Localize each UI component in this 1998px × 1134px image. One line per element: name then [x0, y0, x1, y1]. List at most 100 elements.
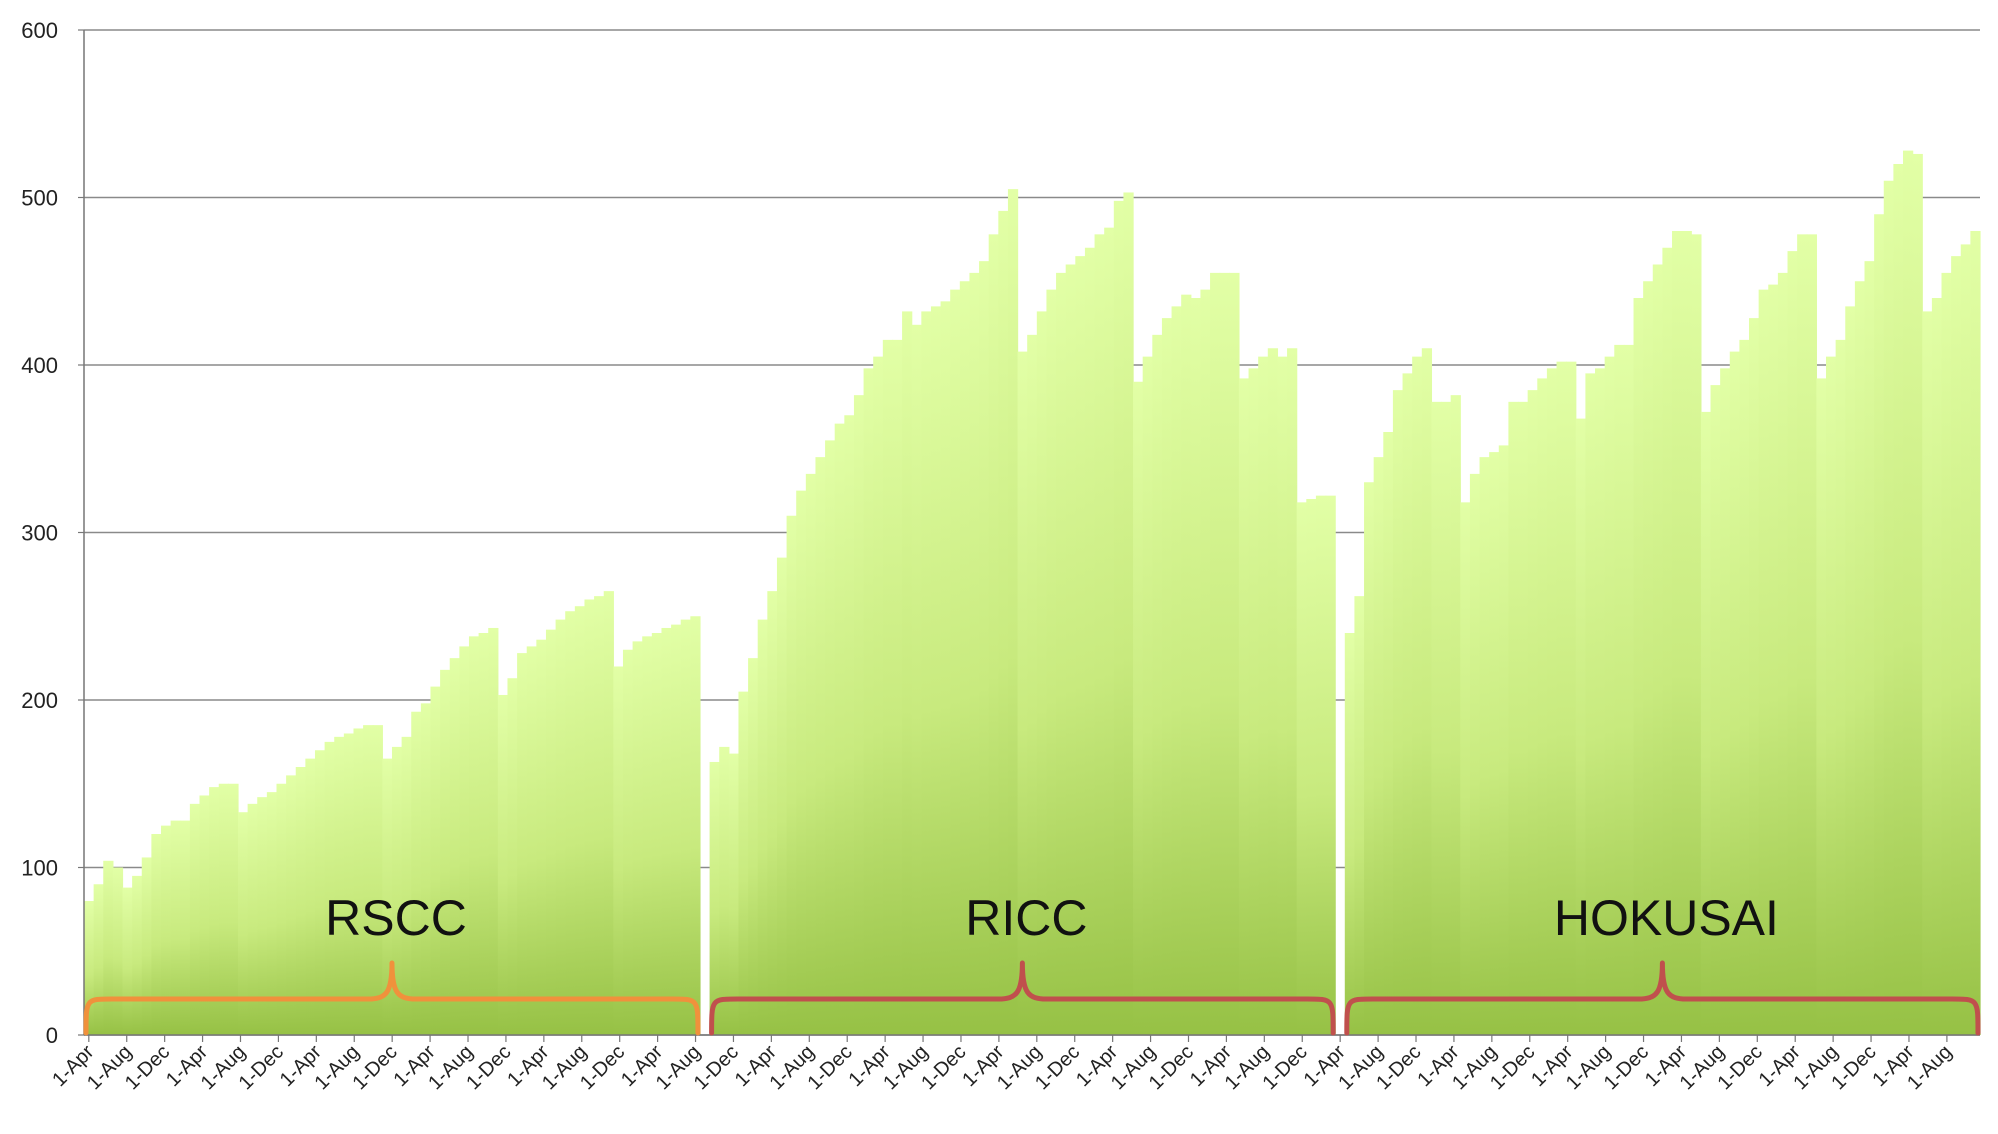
bar [1267, 348, 1279, 1035]
bar [526, 646, 537, 1035]
bar [1633, 298, 1644, 1035]
bar [1489, 452, 1500, 1036]
bar [1912, 153, 1923, 1035]
bar [603, 591, 614, 1035]
bar [1777, 272, 1789, 1035]
bar [180, 820, 191, 1035]
bar [507, 678, 518, 1035]
bar [1200, 289, 1211, 1035]
y-tick-label: 100 [21, 856, 58, 881]
bar [468, 636, 480, 1035]
bar [979, 261, 990, 1035]
bar [1210, 272, 1221, 1035]
bar [1287, 348, 1298, 1035]
bar [1883, 180, 1894, 1035]
x-tick-label: 1-Dec [1145, 1041, 1198, 1094]
bar [565, 611, 576, 1035]
bar [930, 306, 942, 1035]
x-tick-label: 1-Dec [1600, 1041, 1653, 1094]
bar [1826, 356, 1837, 1035]
bar [1951, 256, 1962, 1035]
bar [709, 761, 720, 1035]
bar [1652, 264, 1663, 1035]
bar [1903, 150, 1914, 1036]
bar [1797, 234, 1808, 1036]
bar [1325, 495, 1336, 1035]
bar [1922, 311, 1933, 1035]
bar [1441, 401, 1452, 1036]
bar [1970, 231, 1981, 1035]
bar [1344, 633, 1356, 1035]
bar [1729, 351, 1740, 1036]
bar [1546, 368, 1558, 1036]
bar [1854, 281, 1866, 1035]
bar [1354, 596, 1365, 1035]
bar [767, 591, 778, 1035]
bar [911, 324, 922, 1035]
bar [1614, 344, 1625, 1035]
bar [151, 834, 162, 1035]
bar [1806, 234, 1817, 1036]
bar [1864, 261, 1875, 1035]
bar [199, 795, 210, 1035]
bar [1460, 502, 1471, 1036]
group-brace [83, 960, 701, 1036]
bar [1171, 306, 1182, 1035]
bar [1508, 401, 1519, 1036]
bar [430, 686, 441, 1035]
bar [1104, 227, 1115, 1035]
bar [1190, 298, 1202, 1035]
bar [517, 653, 528, 1035]
bar [160, 825, 172, 1035]
bar [1874, 214, 1885, 1035]
bar [1315, 495, 1327, 1035]
y-tick-label: 300 [21, 521, 58, 546]
bar [112, 867, 124, 1035]
bar [863, 368, 874, 1036]
bar [940, 301, 951, 1036]
bar [93, 884, 104, 1035]
bar [574, 606, 586, 1035]
bar [1739, 339, 1750, 1035]
bar [1768, 284, 1779, 1036]
bar [1402, 373, 1413, 1035]
bar [594, 596, 605, 1035]
x-tick-label: 1-Dec [1031, 1041, 1084, 1094]
bar [796, 490, 807, 1035]
bar [642, 636, 653, 1035]
bar [1749, 318, 1760, 1036]
bar [555, 619, 566, 1035]
bar [776, 557, 788, 1035]
bar [209, 787, 220, 1035]
bar [622, 649, 634, 1035]
bar [844, 415, 855, 1035]
bar [671, 624, 682, 1035]
bar [1681, 231, 1692, 1035]
bar [1296, 502, 1307, 1036]
bar [1383, 432, 1394, 1035]
bar [969, 272, 980, 1035]
bar [651, 633, 663, 1035]
x-tick-label: 1-Dec [235, 1041, 288, 1094]
bar [237, 812, 249, 1035]
bar [902, 311, 913, 1035]
bar [1595, 368, 1606, 1036]
bar [1123, 192, 1134, 1036]
bar [189, 803, 201, 1035]
bar [353, 728, 364, 1035]
bar [1431, 401, 1442, 1036]
group-label: RSCC [325, 890, 467, 946]
bar [584, 599, 595, 1035]
bar [372, 725, 383, 1035]
bar [1373, 457, 1384, 1035]
bar [1691, 234, 1702, 1036]
bar [1835, 339, 1846, 1035]
x-tick-label: 1-Dec [1714, 1041, 1767, 1094]
bar [661, 627, 672, 1035]
bar [545, 629, 557, 1035]
x-tick-label: 1-Dec [1372, 1041, 1425, 1094]
bar [921, 311, 932, 1035]
bar [170, 820, 181, 1035]
bar [757, 619, 768, 1035]
